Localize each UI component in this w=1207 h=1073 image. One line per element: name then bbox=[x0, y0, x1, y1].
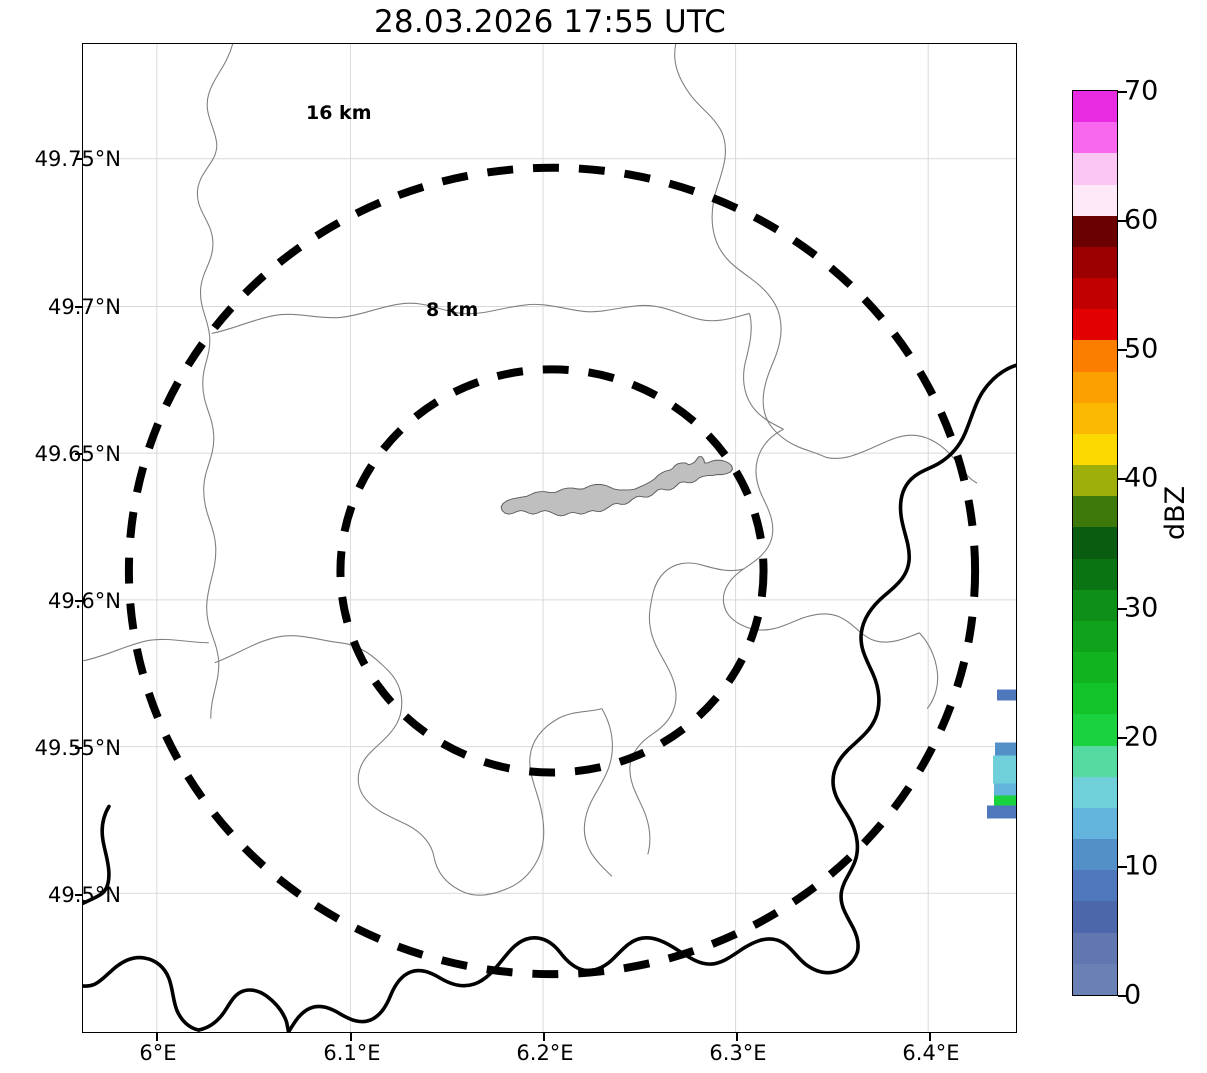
colorbar-band-15 bbox=[1073, 776, 1117, 808]
colorbar-band-25 bbox=[1073, 652, 1117, 684]
colorbar-band-35 bbox=[1073, 527, 1117, 559]
x-tick-label-4: 6.4°E bbox=[902, 1041, 960, 1065]
colorbar-band-65 bbox=[1073, 153, 1117, 185]
range-ring-label-8km: 8 km bbox=[426, 299, 479, 321]
x-tick-mark-1 bbox=[350, 1033, 352, 1041]
colorbar-tick-mark-0 bbox=[1118, 995, 1127, 997]
colorbar-band-7.5 bbox=[1073, 870, 1117, 902]
radar-echo-cells bbox=[987, 689, 1016, 819]
colorbar-tick-label-50: 50 bbox=[1124, 333, 1159, 365]
x-tick-label-2: 6.2°E bbox=[516, 1041, 574, 1065]
colorbar-tick-mark-10 bbox=[1118, 866, 1127, 868]
colorbar-band-60 bbox=[1073, 215, 1117, 247]
map-gridlines bbox=[83, 44, 1016, 1032]
colorbar-tick-mark-60 bbox=[1118, 220, 1127, 222]
colorbar-band-2.5 bbox=[1073, 932, 1117, 964]
colorbar-tick-label-70: 70 bbox=[1124, 75, 1159, 107]
x-tick-mark-4 bbox=[929, 1033, 931, 1041]
colorbar-band-52.5 bbox=[1073, 309, 1117, 341]
y-tick-label-5: 49.5°N bbox=[48, 883, 121, 907]
radar-map-plot[interactable]: 16 km 8 km bbox=[82, 43, 1017, 1033]
colorbar-band-17.5 bbox=[1073, 745, 1117, 777]
colorbar-band-37.5 bbox=[1073, 496, 1117, 528]
radar-map-svg bbox=[83, 44, 1016, 1032]
x-tick-label-1: 6.1°E bbox=[323, 1041, 381, 1065]
colorbar-tick-mark-70 bbox=[1118, 91, 1127, 93]
colorbar-band-22.5 bbox=[1073, 683, 1117, 715]
colorbar-tick-label-20: 20 bbox=[1124, 721, 1159, 753]
colorbar-axis-label: dBZ bbox=[1160, 485, 1191, 540]
colorbar-band-67.5 bbox=[1073, 122, 1117, 154]
colorbar-band-10 bbox=[1073, 839, 1117, 871]
colorbar-tick-mark-40 bbox=[1118, 478, 1127, 480]
colorbar-band-47.5 bbox=[1073, 371, 1117, 403]
x-tick-label-3: 6.3°E bbox=[709, 1041, 767, 1065]
colorbar-tick-label-30: 30 bbox=[1124, 592, 1159, 624]
colorbar-tick-mark-20 bbox=[1118, 737, 1127, 739]
colorbar-tick-mark-50 bbox=[1118, 349, 1127, 351]
colorbar-tick-label-10: 10 bbox=[1124, 850, 1159, 882]
range-rings bbox=[124, 163, 980, 979]
colorbar-band-62.5 bbox=[1073, 184, 1117, 216]
y-tick-label-4: 49.55°N bbox=[34, 736, 121, 760]
x-tick-mark-2 bbox=[543, 1033, 545, 1041]
y-tick-mark-5 bbox=[75, 894, 83, 896]
colorbar-band-40 bbox=[1073, 465, 1117, 497]
range-ring-16km bbox=[124, 163, 980, 979]
colorbar-band-20 bbox=[1073, 714, 1117, 746]
colorbar-tick-label-40: 40 bbox=[1124, 462, 1159, 494]
colorbar-band-27.5 bbox=[1073, 620, 1117, 653]
y-tick-mark-0 bbox=[75, 158, 83, 160]
colorbar-band-30 bbox=[1073, 589, 1117, 621]
colorbar-band-42.5 bbox=[1073, 433, 1117, 466]
colorbar-tick-label-0: 0 bbox=[1124, 979, 1142, 1011]
colorbar-band-0 bbox=[1073, 963, 1117, 995]
country-border bbox=[83, 363, 1016, 1032]
colorbar-band-5 bbox=[1073, 901, 1117, 933]
admin-boundaries bbox=[83, 44, 978, 896]
colorbar-tick-label-60: 60 bbox=[1124, 204, 1159, 236]
y-tick-mark-1 bbox=[75, 306, 83, 308]
colorbar-band-32.5 bbox=[1073, 558, 1117, 590]
colorbar-band-45 bbox=[1073, 402, 1117, 434]
range-ring-label-16km: 16 km bbox=[306, 102, 372, 124]
x-tick-label-0: 6°E bbox=[139, 1041, 177, 1065]
y-tick-label-2: 49.65°N bbox=[34, 442, 121, 466]
y-tick-label-3: 49.6°N bbox=[48, 589, 121, 613]
y-tick-mark-2 bbox=[75, 453, 83, 455]
city-polygon bbox=[500, 456, 734, 517]
colorbar-band-50 bbox=[1073, 340, 1117, 372]
y-tick-label-1: 49.7°N bbox=[48, 295, 121, 319]
y-tick-mark-4 bbox=[75, 747, 83, 749]
y-tick-label-0: 49.75°N bbox=[34, 147, 121, 171]
colorbar-band-57.5 bbox=[1073, 246, 1117, 279]
colorbar-tick-mark-30 bbox=[1118, 608, 1127, 610]
page-title: 28.03.2026 17:55 UTC bbox=[374, 4, 726, 40]
colorbar[interactable] bbox=[1072, 90, 1118, 996]
colorbar-band-55 bbox=[1073, 278, 1117, 310]
range-ring-8km bbox=[336, 365, 768, 777]
x-tick-mark-0 bbox=[156, 1033, 158, 1041]
colorbar-gradient bbox=[1072, 90, 1118, 996]
y-tick-mark-3 bbox=[75, 600, 83, 602]
colorbar-band-12.5 bbox=[1073, 807, 1117, 840]
x-tick-mark-3 bbox=[736, 1033, 738, 1041]
colorbar-band-70 bbox=[1073, 91, 1117, 123]
